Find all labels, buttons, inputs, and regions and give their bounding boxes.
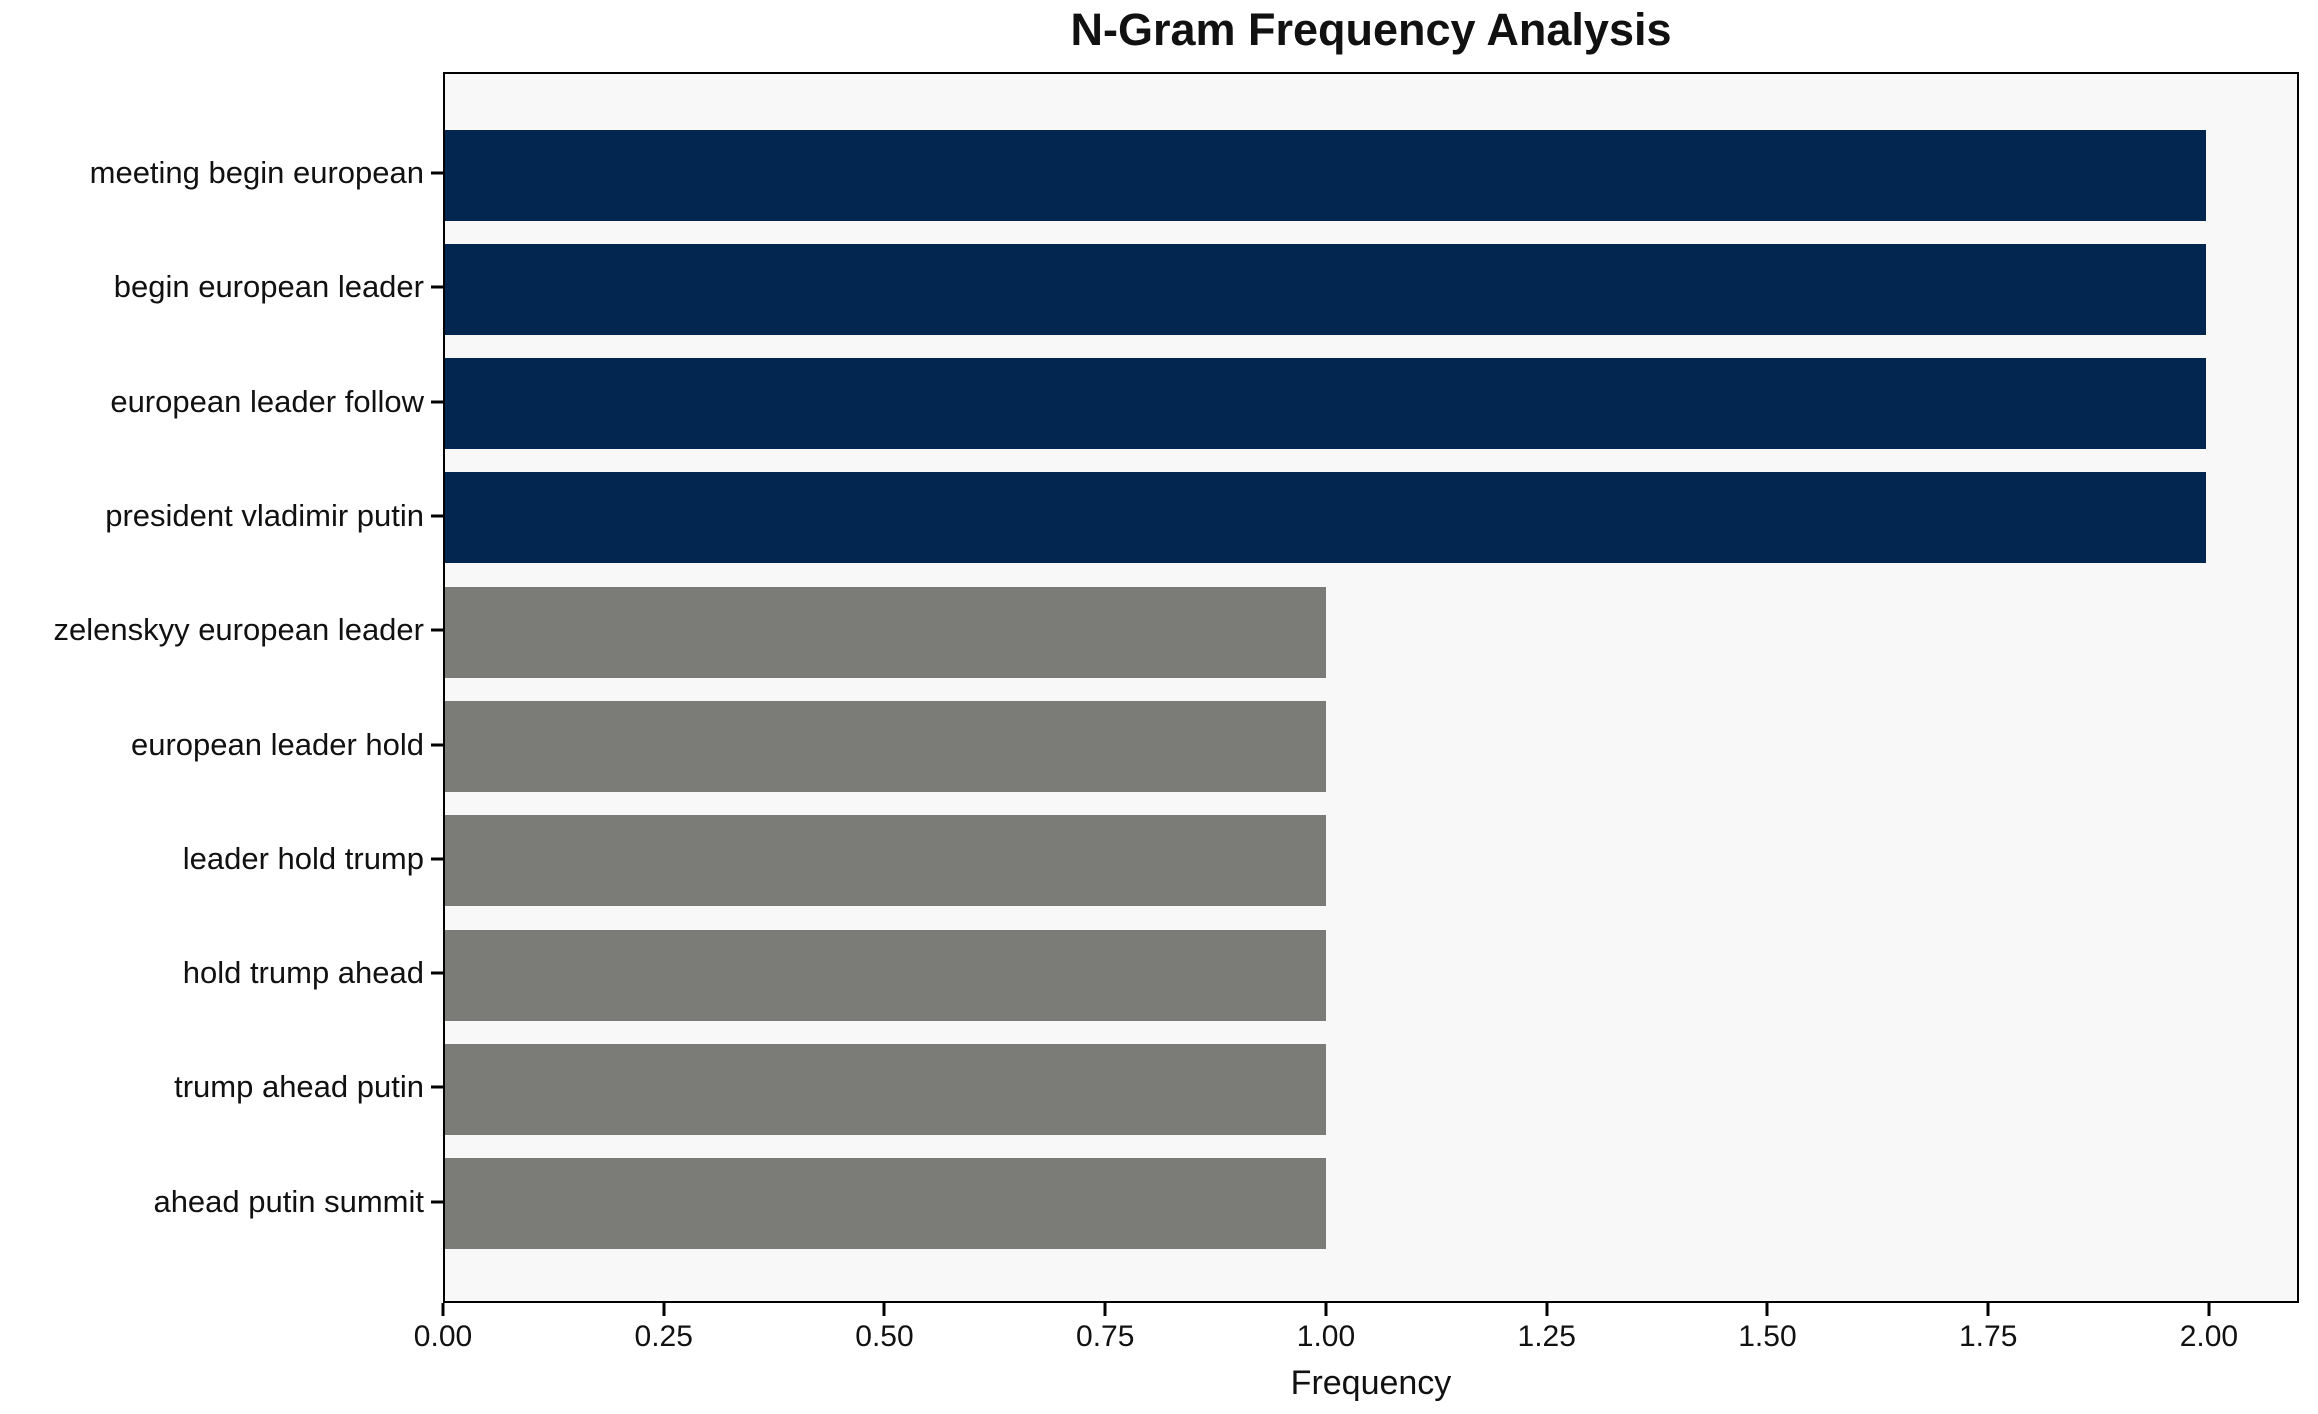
- y-tick-mark: [431, 1085, 443, 1089]
- x-tick-mark: [1765, 1303, 1769, 1316]
- x-tick-mark: [662, 1303, 666, 1316]
- x-tick-label: 0.75: [1076, 1320, 1135, 1353]
- x-tick-label: 1.00: [1296, 1320, 1356, 1353]
- bar-european-leader-hold: [445, 701, 1326, 792]
- x-tick-mark: [882, 1303, 886, 1316]
- bar-hold-trump-ahead: [445, 929, 1326, 1021]
- y-tick-mark: [431, 1200, 443, 1204]
- bar-president-vladimir-putin: [445, 472, 2207, 564]
- plot-area: [443, 72, 2299, 1303]
- y-tick-mark: [431, 285, 443, 289]
- y-tick-mark: [431, 743, 443, 746]
- y-tick-mark: [431, 628, 443, 632]
- y-tick-label: begin european leader: [113, 269, 424, 305]
- x-tick-label: 2.00: [2179, 1320, 2239, 1353]
- y-tick-mark: [431, 971, 443, 975]
- x-tick-mark: [1986, 1303, 1990, 1316]
- x-tick-label: 1.75: [1958, 1320, 2018, 1353]
- x-tick-label: 1.25: [1517, 1320, 1576, 1353]
- x-tick-label: 0.25: [634, 1320, 693, 1353]
- x-tick-mark: [2207, 1303, 2211, 1316]
- y-tick-label: ahead putin summit: [153, 1183, 424, 1219]
- x-axis-label: Frequency: [1290, 1364, 1452, 1402]
- bar-ahead-putin-summit: [445, 1158, 1326, 1250]
- y-axis-labels: meeting begin european begin european lea…: [0, 72, 424, 1303]
- y-tick-label: trump ahead putin: [174, 1069, 424, 1105]
- bar-begin-european-leader: [445, 243, 2207, 335]
- y-tick-mark: [431, 857, 443, 861]
- y-tick-mark: [431, 171, 443, 175]
- bar-zelenskyy-european-leader: [445, 586, 1326, 678]
- x-tick-label: 1.50: [1738, 1320, 1797, 1353]
- x-axis-ticks: [441, 1303, 2299, 1317]
- x-tick-label: 0.50: [855, 1320, 914, 1353]
- y-axis-ticks: [431, 72, 443, 1303]
- y-tick-mark: [431, 400, 443, 404]
- bar-leader-hold-trump: [445, 815, 1326, 907]
- x-tick-mark: [1324, 1303, 1328, 1316]
- y-tick-label: president vladimir putin: [105, 497, 424, 533]
- x-tick-label: 0.00: [413, 1320, 473, 1353]
- x-axis-tick-labels: 0.00 0.25 0.50 0.75 1.00 1.25 1.50 1.75 2.00: [414, 1320, 2299, 1360]
- y-tick-label: zelenskyy european leader: [53, 612, 424, 648]
- y-tick-label: european leader hold: [130, 726, 424, 762]
- x-tick-mark: [441, 1303, 445, 1316]
- y-tick-mark: [431, 514, 443, 518]
- x-tick-mark: [1103, 1303, 1107, 1316]
- y-tick-label: european leader follow: [110, 383, 424, 419]
- bar-meeting-begin-european: [445, 129, 2207, 221]
- bar-european-leader-follow: [445, 358, 2207, 450]
- y-tick-label: hold trump ahead: [182, 955, 424, 991]
- chart-title: N-Gram Frequency Analysis: [1070, 4, 1672, 55]
- x-tick-mark: [1545, 1303, 1549, 1316]
- bar-trump-ahead-putin: [445, 1043, 1326, 1135]
- y-tick-label: meeting begin european: [89, 155, 424, 190]
- y-tick-label: leader hold trump: [182, 840, 424, 876]
